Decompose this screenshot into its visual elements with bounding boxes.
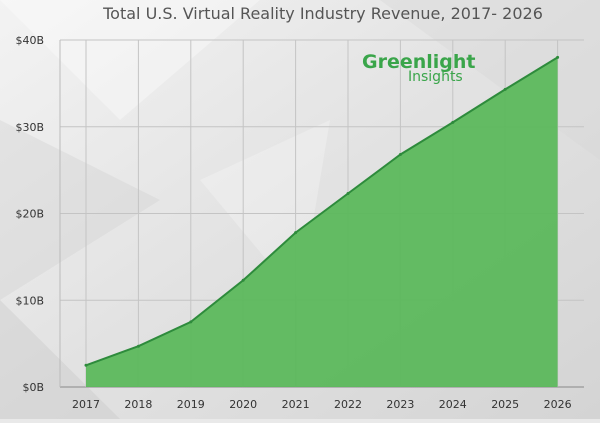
series-line — [85, 56, 559, 367]
x-tick-label: 2026 — [544, 398, 572, 411]
logo-text-sub: Insights — [408, 69, 463, 85]
y-tick-label: $0B — [22, 381, 44, 394]
x-axis: 2017 2018 2019 2020 2021 2022 2023 2024 2025 2026 — [72, 398, 572, 411]
data-point — [189, 320, 193, 324]
data-point — [241, 278, 245, 282]
x-tick-label: 2017 — [72, 398, 100, 411]
y-tick-label: $40B — [15, 34, 44, 47]
x-tick-label: 2022 — [334, 398, 362, 411]
data-point — [451, 120, 455, 124]
data-point — [503, 87, 507, 91]
data-point — [294, 231, 298, 235]
x-tick-label: 2025 — [491, 398, 519, 411]
x-tick-label: 2019 — [177, 398, 205, 411]
x-tick-label: 2018 — [124, 398, 152, 411]
y-tick-label: $20B — [15, 208, 44, 221]
background-shape — [0, 0, 260, 120]
y-axis: $0B $10B $20B $30B $40B — [15, 34, 44, 394]
x-tick-label: 2021 — [282, 398, 310, 411]
data-point — [556, 55, 560, 59]
x-tick-label: 2024 — [439, 398, 467, 411]
data-point — [346, 192, 350, 195]
chart-title: Total U.S. Virtual Reality Industry Reve… — [102, 4, 543, 23]
data-point — [136, 344, 140, 348]
series-layer — [84, 55, 560, 388]
x-tick-label: 2020 — [229, 398, 257, 411]
y-tick-label: $10B — [15, 294, 44, 307]
logo-text-main: Greenlight — [362, 51, 476, 73]
series-area — [86, 57, 558, 388]
x-tick-label: 2023 — [386, 398, 414, 411]
data-point — [398, 153, 402, 156]
background-shape — [0, 120, 160, 300]
greenlight-logo: Greenlight Insights — [362, 51, 476, 85]
y-tick-label: $30B — [15, 121, 44, 134]
data-point — [84, 363, 88, 367]
